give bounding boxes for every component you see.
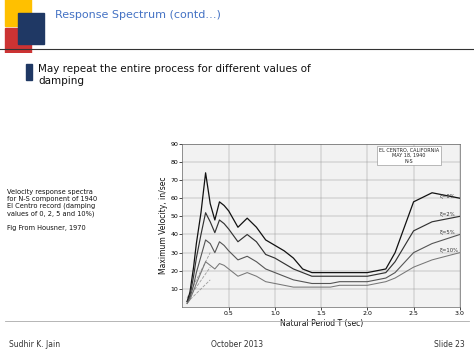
Text: May repeat the entire process for different values of
damping: May repeat the entire process for differ…	[38, 64, 310, 86]
Text: Velocity response spectra
for N-S component of 1940
El Centro record (damping
va: Velocity response spectra for N-S compon…	[7, 189, 97, 231]
Text: ξ=0%: ξ=0%	[439, 194, 455, 199]
Text: ξ=10%: ξ=10%	[439, 248, 458, 253]
Bar	[5, 0, 31, 26]
Text: Slide 23: Slide 23	[434, 340, 465, 349]
Y-axis label: Maximum Velocity, in/sec: Maximum Velocity, in/sec	[159, 177, 168, 274]
Bar	[18, 13, 44, 44]
Text: ξ=5%: ξ=5%	[439, 230, 455, 235]
Text: ξ=2%: ξ=2%	[439, 212, 455, 217]
Text: EL CENTRO, CALIFORNIA
MAY 18, 1940
N-S: EL CENTRO, CALIFORNIA MAY 18, 1940 N-S	[379, 147, 439, 164]
Bar	[26, 64, 32, 80]
Text: Sudhir K. Jain: Sudhir K. Jain	[9, 340, 61, 349]
Text: Response Spectrum (contd…): Response Spectrum (contd…)	[55, 10, 220, 20]
Bar	[5, 28, 31, 59]
Text: October 2013: October 2013	[211, 340, 263, 349]
X-axis label: Natural Period T (sec): Natural Period T (sec)	[280, 319, 363, 328]
